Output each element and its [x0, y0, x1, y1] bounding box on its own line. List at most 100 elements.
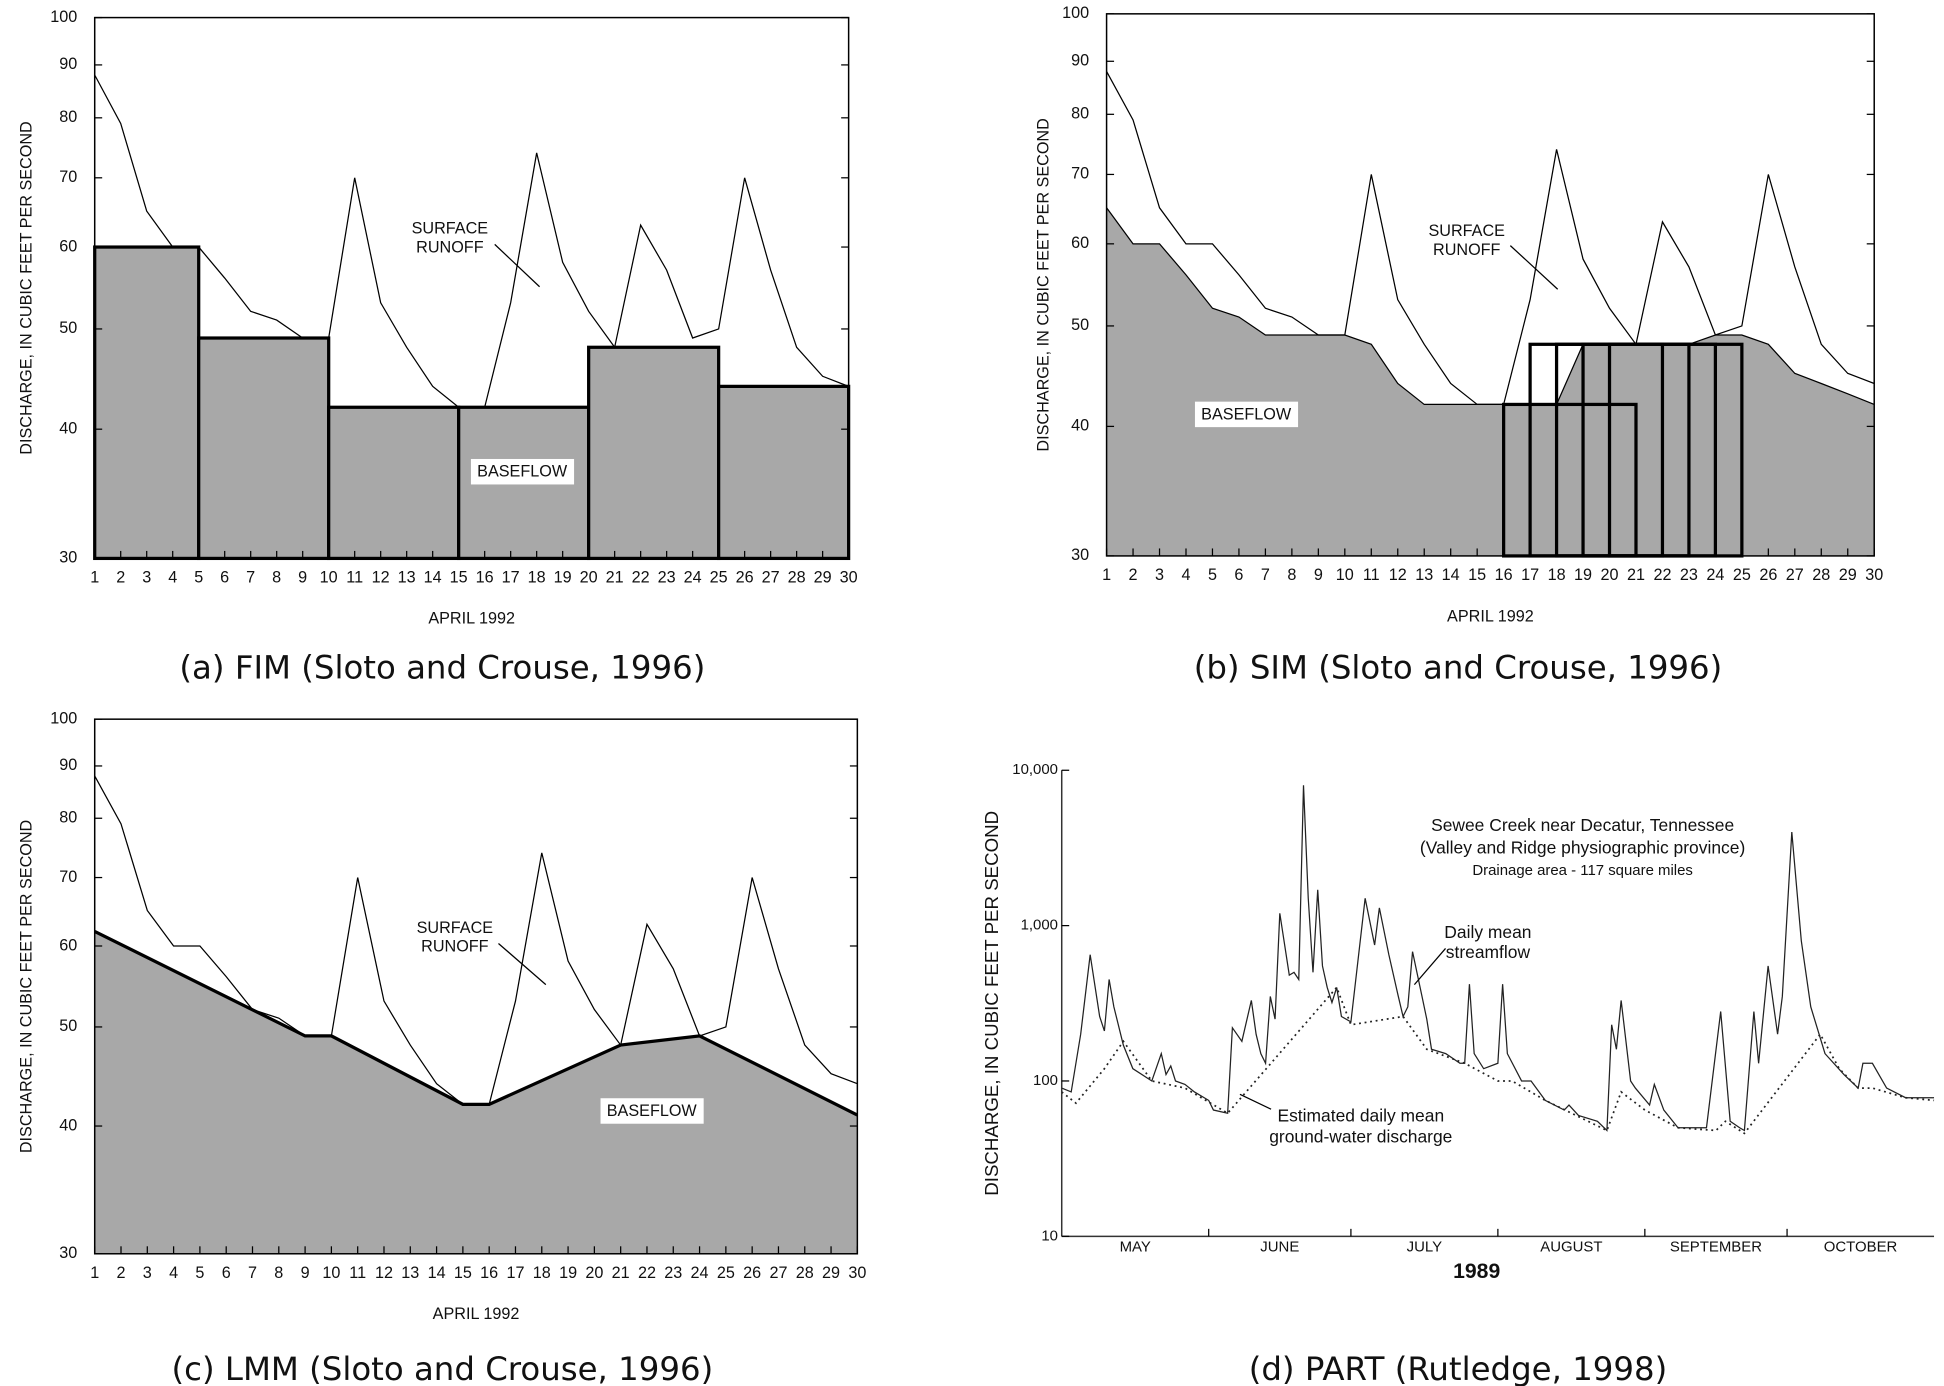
- x-tick-label: 10: [1336, 566, 1354, 584]
- x-tick-label: 12: [372, 569, 390, 587]
- streamflow-line: [1106, 71, 1875, 406]
- x-tick-label: 21: [606, 569, 624, 587]
- x-tick-label: 20: [1601, 566, 1619, 584]
- x-tick-label: 2: [116, 1264, 125, 1282]
- label-box: [1194, 401, 1299, 428]
- x-tick-label: 12: [1389, 566, 1407, 584]
- x-tick-label: 29: [1839, 566, 1857, 584]
- baseflow-block: [93, 245, 201, 561]
- streamflow-line: [94, 74, 849, 408]
- x-tick-label: 23: [658, 569, 676, 587]
- annotation: Sewee Creek near Decatur, Tennessee: [1431, 815, 1734, 835]
- baseflow-line: [1061, 985, 1935, 1135]
- x-tick-label: 23: [664, 1264, 682, 1282]
- x-tick-label: 3: [143, 1264, 152, 1282]
- y-axis-label: DISCHARGE, IN CUBIC FEET PER SECOND: [981, 811, 1002, 1196]
- y-tick-label: 40: [59, 1116, 77, 1134]
- x-tick-label: 6: [1234, 566, 1243, 584]
- x-tick-label: 11: [346, 569, 363, 587]
- y-tick-label: 90: [1071, 52, 1089, 70]
- x-category-label: SEPTEMBER: [1670, 1238, 1762, 1255]
- streamflow-line: [1061, 785, 1935, 1132]
- x-tick-label: 16: [480, 1264, 498, 1282]
- x-tick-label: 30: [840, 569, 858, 587]
- annotation: (Valley and Ridge physiographic province…: [1420, 837, 1745, 857]
- x-tick-label: 6: [222, 1264, 231, 1282]
- y-tick-label: 60: [1071, 234, 1089, 252]
- caption: (c) LMM (Sloto and Crouse, 1996): [172, 1350, 714, 1386]
- x-tick-label: 2: [1129, 566, 1138, 584]
- y-tick-label: 100: [1033, 1072, 1058, 1089]
- x-tick-label: 8: [274, 1264, 283, 1282]
- x-tick-label: 7: [1261, 566, 1270, 584]
- x-tick-label: 14: [428, 1264, 446, 1282]
- x-tick-label: 24: [691, 1264, 709, 1282]
- x-tick-label: 9: [1314, 566, 1323, 584]
- baseflow-block: [717, 384, 851, 561]
- x-tick-label: 1: [90, 1264, 99, 1282]
- x-tick-label: 18: [528, 569, 546, 587]
- x-tick-label: 8: [1287, 566, 1296, 584]
- x-axis-label: APRIL 1992: [1447, 607, 1534, 625]
- y-tick-label: 70: [59, 168, 77, 186]
- y-tick-label: 80: [1071, 105, 1089, 123]
- x-tick-label: 21: [1627, 566, 1645, 584]
- x-tick-label: 7: [248, 1264, 257, 1282]
- x-tick-label: 25: [710, 569, 728, 587]
- x-tick-label: 10: [322, 1264, 340, 1282]
- y-tick-label: 50: [59, 1017, 77, 1035]
- x-axis-label: APRIL 1992: [428, 610, 515, 628]
- x-tick-label: 2: [116, 569, 125, 587]
- leader-line: [498, 943, 547, 986]
- x-tick-label: 19: [554, 569, 572, 587]
- x-axis-label: 1989: [1453, 1260, 1500, 1283]
- x-tick-label: 26: [743, 1264, 761, 1282]
- x-tick-label: 5: [1208, 566, 1217, 584]
- caption: (d) PART (Rutledge, 1998): [1249, 1350, 1668, 1386]
- x-tick-label: 14: [424, 569, 442, 587]
- x-tick-label: 17: [502, 569, 520, 587]
- baseflow-block: [587, 345, 721, 561]
- x-tick-label: 16: [476, 569, 494, 587]
- annotation: Estimated daily mean: [1277, 1105, 1444, 1125]
- annotation: RUNOFF: [421, 937, 489, 955]
- x-tick-label: 27: [762, 569, 780, 587]
- x-tick-label: 20: [585, 1264, 603, 1282]
- x-tick-label: 12: [375, 1264, 393, 1282]
- x-tick-label: 13: [1415, 566, 1433, 584]
- x-tick-label: 17: [1521, 566, 1539, 584]
- y-tick-label: 60: [59, 936, 77, 954]
- annotation: BASEFLOW: [1201, 405, 1292, 423]
- x-tick-label: 4: [169, 1264, 178, 1282]
- x-tick-label: 1: [90, 569, 99, 587]
- x-tick-label: 4: [168, 569, 177, 587]
- x-tick-label: 22: [1653, 566, 1671, 584]
- baseflow-area: [1106, 207, 1875, 556]
- y-axis-label: DISCHARGE, IN CUBIC FEET PER SECOND: [18, 121, 36, 454]
- caption: (b) SIM (Sloto and Crouse, 1996): [1194, 648, 1723, 686]
- leader-line: [1239, 1093, 1272, 1110]
- x-tick-label: 24: [684, 569, 702, 587]
- plot-frame: [93, 718, 859, 1255]
- leader-line: [494, 243, 541, 288]
- annotation: RUNOFF: [416, 238, 484, 256]
- annotation: Drainage area - 117 square miles: [1472, 862, 1693, 879]
- x-tick-label: 18: [1548, 566, 1566, 584]
- x-tick-label: 11: [1363, 566, 1380, 584]
- x-tick-label: 14: [1442, 566, 1460, 584]
- y-tick-label: 10,000: [1012, 761, 1058, 778]
- x-tick-label: 10: [320, 569, 338, 587]
- x-tick-label: 17: [506, 1264, 524, 1282]
- y-tick-label: 60: [59, 237, 77, 255]
- y-tick-label: 100: [1062, 4, 1089, 22]
- x-tick-label: 28: [1812, 566, 1830, 584]
- x-tick-label: 30: [1865, 566, 1883, 584]
- x-tick-label: 3: [142, 569, 151, 587]
- leader-line: [1413, 948, 1447, 986]
- x-tick-label: 21: [612, 1264, 630, 1282]
- streamflow-line: [94, 775, 858, 1105]
- x-tick-label: 15: [1468, 566, 1486, 584]
- y-tick-label: 70: [59, 868, 77, 886]
- x-category-label: MAY: [1120, 1238, 1151, 1255]
- annotation: RUNOFF: [1433, 241, 1501, 259]
